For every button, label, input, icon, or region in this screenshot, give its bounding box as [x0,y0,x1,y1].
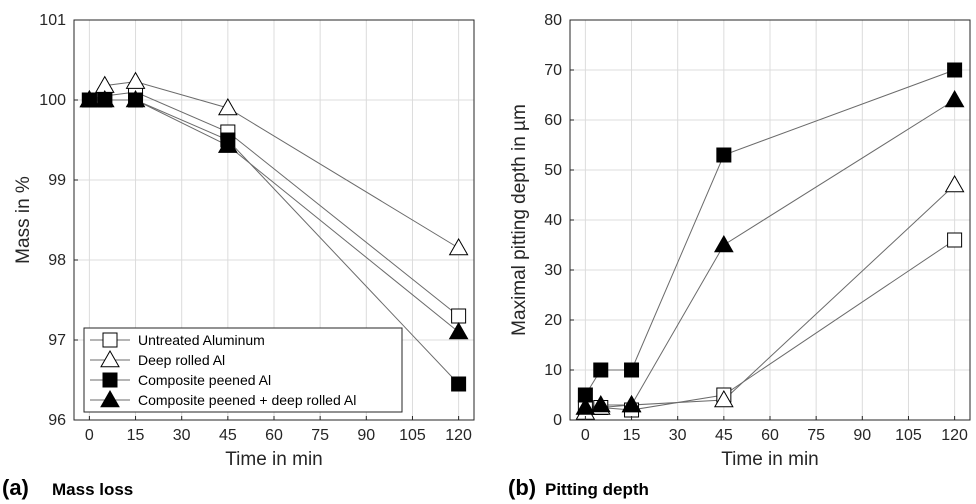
x-tick-label: 60 [265,427,283,444]
x-tick-label: 0 [581,427,590,444]
data-point-series-3 [217,135,238,153]
x-tick-label: 15 [127,427,145,444]
x-tick-label: 120 [941,427,968,444]
data-point-series-2 [624,362,640,378]
data-point-series-2 [947,62,963,78]
series-layer [575,62,965,420]
panel-mass-loss: 0 15 30 45 60 75 90 105 120 96 97 98 99 100 101 Time i… [2,12,475,500]
x-tick-label: 15 [623,427,641,444]
data-point-series-2 [451,376,467,392]
data-point-series-3 [621,394,642,413]
y-tick-label: 80 [544,12,562,29]
x-axis-label: Time in min [721,449,818,470]
data-point-series-2 [593,362,609,378]
panel-title: Mass loss [52,480,133,499]
data-point-series-0 [947,232,963,248]
x-tick-label: 105 [895,427,922,444]
x-tick-label: 0 [85,427,94,444]
tick-labels: 0 15 30 45 60 75 90 105 120 96 97 98 99 100 101 [39,12,472,444]
x-tick-label: 90 [853,427,871,444]
y-tick-label: 60 [544,112,562,129]
legend-label: Untreated Aluminum [138,332,265,348]
data-point-series-1 [448,237,469,256]
x-tick-label: 120 [445,427,472,444]
x-tick-label: 30 [173,427,191,444]
y-tick-label: 97 [48,332,66,349]
data-point-series-3 [944,89,965,108]
x-tick-label: 75 [311,427,329,444]
y-axis-label: Maximal pitting depth in µm [509,104,530,336]
data-point-series-0 [451,308,467,324]
legend-label: Composite peened Al [138,372,271,388]
y-tick-label: 98 [48,252,66,269]
legend-marker [100,389,120,408]
x-tick-label: 75 [807,427,825,444]
x-axis-label: Time in min [225,449,322,470]
data-point-series-3 [575,397,596,415]
legend-box [83,327,403,413]
data-point-series-3 [448,321,469,340]
legend-marker [102,332,118,348]
data-point-series-3 [590,394,611,413]
legend: Untreated Aluminum Deep rolled Al Composit… [83,327,403,413]
series-layer [79,71,469,392]
y-tick-label: 70 [544,62,562,79]
y-tick-label: 40 [544,212,562,229]
panel-pitting-depth: 0 15 30 45 60 75 90 105 120 0 10 20 30 40 50 60 70 80 Tim… [508,12,971,500]
y-tick-label: 101 [39,12,66,29]
y-tick-label: 50 [544,162,562,179]
panel-title: Pitting depth [545,480,649,499]
legend-marker [100,349,120,368]
legend-marker [102,372,118,388]
x-tick-label: 45 [715,427,733,444]
data-point-series-3 [79,89,100,108]
x-tick-label: 105 [399,427,426,444]
data-point-series-3 [125,89,146,108]
grid-lines [570,19,970,421]
data-point-series-1 [944,174,965,193]
data-point-series-3 [713,234,734,253]
y-tick-label: 96 [48,412,66,429]
legend-label: Composite peened + deep rolled Al [138,392,356,408]
y-tick-label: 20 [544,312,562,329]
x-tick-label: 90 [357,427,375,444]
panel-letter: (a) [2,475,29,500]
y-tick-label: 99 [48,172,66,189]
y-tick-label: 0 [553,412,562,429]
y-tick-label: 10 [544,362,562,379]
y-tick-label: 30 [544,262,562,279]
x-tick-label: 30 [669,427,687,444]
x-tick-label: 60 [761,427,779,444]
tick-labels: 0 15 30 45 60 75 90 105 120 0 10 20 30 40 50 60 70 80 [544,12,968,444]
panel-letter: (b) [508,475,536,500]
data-point-series-1 [713,389,734,408]
x-tick-label: 45 [219,427,237,444]
y-axis-label: Mass in % [13,176,34,264]
legend-label: Deep rolled Al [138,352,225,368]
data-point-series-1 [125,71,146,89]
data-point-series-2 [716,147,732,163]
y-tick-label: 100 [39,92,66,109]
data-point-series-3 [94,89,115,108]
data-point-series-1 [217,97,238,116]
